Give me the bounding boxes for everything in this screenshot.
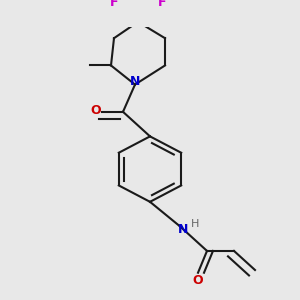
Text: N: N [178,223,188,236]
Text: H: H [191,219,199,229]
Text: F: F [158,0,166,9]
Text: F: F [110,0,118,9]
Text: O: O [193,274,203,287]
Text: N: N [130,75,140,88]
Text: O: O [91,104,101,117]
